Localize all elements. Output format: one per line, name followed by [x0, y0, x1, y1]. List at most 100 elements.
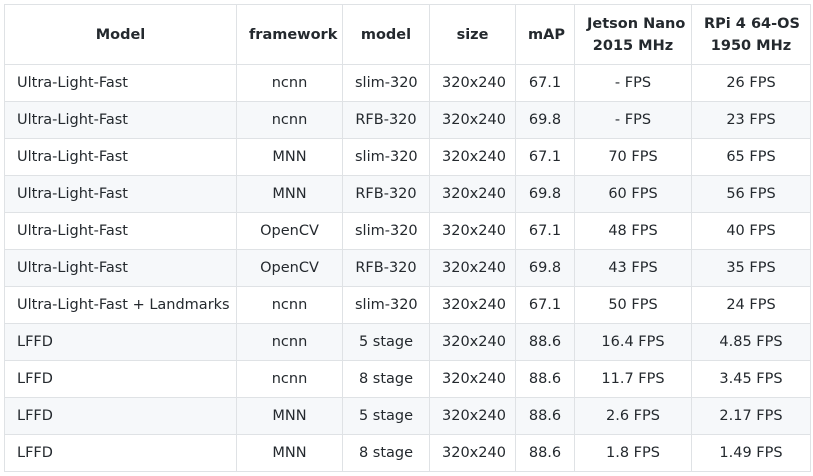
header-line: Model: [95, 26, 146, 43]
cell-size: 320x240: [429, 286, 516, 324]
header-line: framework: [249, 26, 338, 43]
cell-size: 320x240: [429, 434, 516, 472]
table-row: Ultra-Light-Fast MNN slim-320 320x240 67.1 70…: [4, 138, 811, 176]
table-row: LFFD MNN 5 stage 320x240 88.6 2.6 FPS 2.17 FPS: [4, 397, 811, 435]
cell-framework: ncnn: [236, 101, 343, 139]
cell-map: 67.1: [515, 286, 575, 324]
cell-map: 88.6: [515, 323, 575, 361]
header-rpi4: RPi 4 64-OS 1950 MHz: [691, 4, 811, 65]
header-line: Jetson Nano: [587, 15, 686, 32]
header-model: Model: [4, 4, 237, 65]
cell-jetson-fps: - FPS: [574, 101, 692, 139]
header-framework: framework: [236, 4, 343, 65]
cell-model: LFFD: [4, 360, 237, 398]
cell-framework: MNN: [236, 175, 343, 213]
table-header: Model framework model size mAP Jetson Nano 201…: [4, 4, 811, 65]
header-line: size: [456, 26, 489, 43]
cell-size: 320x240: [429, 323, 516, 361]
cell-model-variant: 5 stage: [342, 397, 430, 435]
cell-model-variant: slim-320: [342, 286, 430, 324]
header-line: 2015 MHz: [592, 37, 674, 54]
cell-map: 69.8: [515, 175, 575, 213]
cell-model: Ultra-Light-Fast: [4, 249, 237, 287]
header-jetson-nano: Jetson Nano 2015 MHz: [574, 4, 692, 65]
cell-map: 69.8: [515, 101, 575, 139]
cell-rpi-fps: 2.17 FPS: [691, 397, 811, 435]
header-size: size: [429, 4, 516, 65]
cell-model: LFFD: [4, 397, 237, 435]
cell-size: 320x240: [429, 138, 516, 176]
cell-model-variant: RFB-320: [342, 101, 430, 139]
table-row: Ultra-Light-Fast + Landmarks ncnn slim-320…: [4, 286, 811, 324]
cell-size: 320x240: [429, 397, 516, 435]
cell-size: 320x240: [429, 212, 516, 250]
cell-jetson-fps: 50 FPS: [574, 286, 692, 324]
cell-model: Ultra-Light-Fast + Landmarks: [4, 286, 237, 324]
cell-rpi-fps: 24 FPS: [691, 286, 811, 324]
cell-rpi-fps: 40 FPS: [691, 212, 811, 250]
table-row: Ultra-Light-Fast OpenCV slim-320 320x240 67.…: [4, 212, 811, 250]
header-row: Model framework model size mAP Jetson Nano 201…: [4, 4, 811, 65]
cell-map: 88.6: [515, 360, 575, 398]
cell-framework: OpenCV: [236, 249, 343, 287]
cell-rpi-fps: 4.85 FPS: [691, 323, 811, 361]
cell-jetson-fps: 2.6 FPS: [574, 397, 692, 435]
header-line: model: [360, 26, 412, 43]
cell-jetson-fps: 70 FPS: [574, 138, 692, 176]
cell-model-variant: 8 stage: [342, 360, 430, 398]
cell-framework: ncnn: [236, 64, 343, 102]
cell-model-variant: RFB-320: [342, 249, 430, 287]
table-row: LFFD MNN 8 stage 320x240 88.6 1.8 FPS 1.49 FPS: [4, 434, 811, 472]
cell-map: 67.1: [515, 212, 575, 250]
cell-rpi-fps: 3.45 FPS: [691, 360, 811, 398]
cell-jetson-fps: 43 FPS: [574, 249, 692, 287]
table-row: Ultra-Light-Fast ncnn RFB-320 320x240 69.8- …: [4, 101, 811, 139]
cell-model: Ultra-Light-Fast: [4, 101, 237, 139]
cell-model: Ultra-Light-Fast: [4, 175, 237, 213]
header-model-variant: model: [342, 4, 430, 65]
cell-model-variant: slim-320: [342, 212, 430, 250]
cell-size: 320x240: [429, 175, 516, 213]
cell-size: 320x240: [429, 101, 516, 139]
cell-size: 320x240: [429, 64, 516, 102]
cell-model-variant: RFB-320: [342, 175, 430, 213]
cell-framework: OpenCV: [236, 212, 343, 250]
benchmark-table: Model framework model size mAP Jetson Nano 201…: [4, 4, 811, 472]
cell-model-variant: 8 stage: [342, 434, 430, 472]
table-row: LFFD ncnn 8 stage 320x240 88.6 11.7 FPS 3.45 F…: [4, 360, 811, 398]
cell-framework: ncnn: [236, 360, 343, 398]
cell-rpi-fps: 26 FPS: [691, 64, 811, 102]
table-row: Ultra-Light-Fast MNN RFB-320 320x240 69.8 60 …: [4, 175, 811, 213]
cell-model-variant: slim-320: [342, 64, 430, 102]
cell-model-variant: 5 stage: [342, 323, 430, 361]
header-map: mAP: [515, 4, 575, 65]
cell-jetson-fps: 11.7 FPS: [574, 360, 692, 398]
cell-framework: ncnn: [236, 323, 343, 361]
cell-map: 88.6: [515, 434, 575, 472]
cell-model: Ultra-Light-Fast: [4, 138, 237, 176]
table-body: Ultra-Light-Fast ncnn slim-320 320x240 67.1-…: [4, 64, 811, 472]
cell-rpi-fps: 23 FPS: [691, 101, 811, 139]
cell-jetson-fps: 60 FPS: [574, 175, 692, 213]
cell-model: LFFD: [4, 434, 237, 472]
cell-rpi-fps: 65 FPS: [691, 138, 811, 176]
cell-map: 67.1: [515, 64, 575, 102]
cell-framework: MNN: [236, 397, 343, 435]
cell-map: 69.8: [515, 249, 575, 287]
cell-map: 88.6: [515, 397, 575, 435]
header-line: RPi 4 64-OS: [704, 15, 800, 32]
cell-map: 67.1: [515, 138, 575, 176]
cell-model-variant: slim-320: [342, 138, 430, 176]
cell-model: Ultra-Light-Fast: [4, 212, 237, 250]
cell-jetson-fps: 1.8 FPS: [574, 434, 692, 472]
cell-size: 320x240: [429, 249, 516, 287]
cell-model: LFFD: [4, 323, 237, 361]
cell-framework: MNN: [236, 138, 343, 176]
cell-jetson-fps: 16.4 FPS: [574, 323, 692, 361]
cell-model: Ultra-Light-Fast: [4, 64, 237, 102]
cell-rpi-fps: 35 FPS: [691, 249, 811, 287]
cell-rpi-fps: 1.49 FPS: [691, 434, 811, 472]
header-line: 1950 MHz: [710, 37, 792, 54]
table-row: LFFD ncnn 5 stage 320x240 88.6 16.4 FPS 4.85 F…: [4, 323, 811, 361]
header-line: mAP: [528, 26, 565, 43]
